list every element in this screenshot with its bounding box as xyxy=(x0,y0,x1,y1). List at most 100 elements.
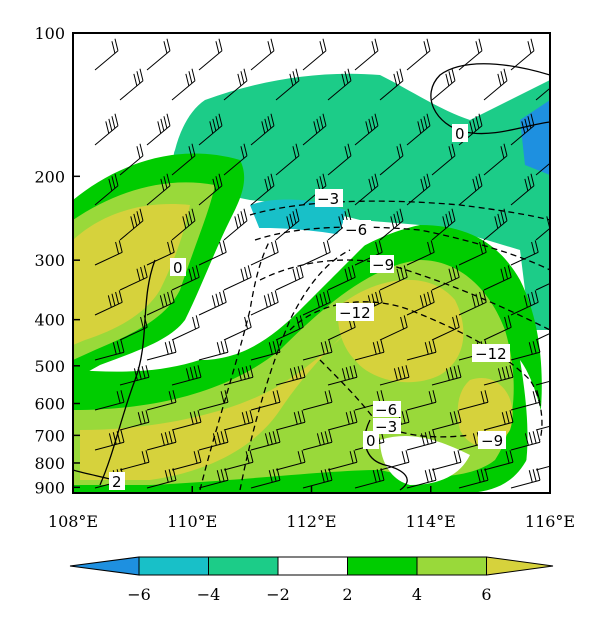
wind-barb xyxy=(223,450,254,471)
contour-neg3-lower xyxy=(199,239,271,491)
shade-lt-neg6 xyxy=(520,100,550,175)
wind-barb xyxy=(406,173,431,206)
contour-label-neg3: −3 xyxy=(317,190,339,208)
wind-barb xyxy=(171,265,200,291)
wind-barb xyxy=(275,208,300,241)
wind-barb xyxy=(379,208,404,241)
wind-barb xyxy=(223,365,254,386)
contour-label-neg3-lower: −3 xyxy=(375,418,397,436)
colorbar-seg-neg4-neg2 xyxy=(208,556,279,576)
wind-barb xyxy=(119,208,144,241)
x-tick-label: 114°E xyxy=(406,512,456,531)
wind-barb xyxy=(458,290,487,316)
wind-barb xyxy=(250,173,275,206)
wind-barb xyxy=(354,113,379,146)
wind-barb xyxy=(198,468,229,489)
colorbar-label-neg6: −6 xyxy=(127,585,151,604)
colorbar-label-neg4: −4 xyxy=(197,585,221,604)
y-tick-label: 200 xyxy=(34,167,65,186)
wind-barb xyxy=(171,68,196,101)
wind-barb xyxy=(431,208,456,241)
wind-barb xyxy=(431,143,456,176)
colorbar-seg-neg2-2 xyxy=(277,556,348,576)
wind-barb xyxy=(146,38,171,71)
colorbar-seg-4-6 xyxy=(416,556,487,576)
wind-barb xyxy=(535,162,550,176)
wind-barb xyxy=(198,173,223,206)
x-axis: 108°E 110°E 112°E 114°E 116°E xyxy=(48,486,575,531)
contour-label-neg12-a: −12 xyxy=(339,304,371,322)
wind-barb xyxy=(119,365,150,386)
wind-barb xyxy=(275,410,306,431)
wind-barb xyxy=(94,290,123,316)
wind-barb xyxy=(171,450,202,471)
wind-barb xyxy=(458,173,483,206)
wind-barb xyxy=(406,290,435,316)
wind-barb xyxy=(483,208,508,241)
wind-barb xyxy=(250,113,275,146)
wind-barb xyxy=(302,113,327,146)
wind-barb xyxy=(458,240,487,266)
wind-barb xyxy=(510,468,541,489)
wind-barb xyxy=(510,390,541,411)
wind-barb xyxy=(302,240,331,266)
wind-barb xyxy=(354,468,385,489)
y-tick-label: 300 xyxy=(34,251,65,270)
wind-barb xyxy=(302,390,333,411)
wind-barb xyxy=(250,430,281,451)
wind-barb xyxy=(119,68,144,101)
shade-white-right xyxy=(520,360,550,493)
wind-barb xyxy=(379,265,408,291)
wind-barb xyxy=(223,315,252,341)
wind-barb xyxy=(483,143,508,176)
wind-barb xyxy=(406,113,431,146)
wind-barb xyxy=(146,390,177,411)
wind-barb xyxy=(431,315,460,341)
shade-gt6-lower-a xyxy=(80,310,370,480)
wind-barb xyxy=(379,450,410,471)
y-tick-label: 900 xyxy=(34,478,65,497)
colorbar-arrow-left xyxy=(69,556,140,576)
wind-barb xyxy=(510,430,541,451)
wind-barb xyxy=(119,410,150,431)
wind-barb xyxy=(327,143,352,176)
wind-barb xyxy=(94,173,119,206)
contour-label-0-top: 0 xyxy=(455,125,465,143)
contour-neg6-lower xyxy=(239,249,351,491)
wind-barb xyxy=(119,450,150,471)
x-tick-label: 112°E xyxy=(286,512,336,531)
wind-barb xyxy=(94,38,119,71)
y-axis: 100 200 300 400 500 600 700 800 900 xyxy=(34,24,80,497)
wind-barb xyxy=(223,143,248,176)
wind-barb xyxy=(406,430,437,451)
wind-barb xyxy=(198,290,227,316)
wind-barb xyxy=(250,38,275,71)
contour-neg3 xyxy=(249,200,550,221)
x-tick-label: 108°E xyxy=(48,512,98,531)
wind-barb xyxy=(302,340,333,361)
wind-barb xyxy=(275,143,300,176)
shade-gt6-lower-c xyxy=(457,378,513,447)
wind-barb xyxy=(275,68,300,101)
wind-barb xyxy=(535,368,550,386)
wind-barb xyxy=(510,173,535,206)
contour-label-neg9-lower: −9 xyxy=(481,432,503,450)
wind-barb xyxy=(379,315,408,341)
wind-barb xyxy=(250,468,281,489)
wind-barb xyxy=(275,315,304,341)
wind-barb xyxy=(198,113,223,146)
wind-barb xyxy=(327,265,356,291)
colorbar-label-neg2: −2 xyxy=(266,585,290,604)
wind-barb xyxy=(327,68,352,101)
contour-label-2: 2 xyxy=(112,473,122,491)
wind-barb xyxy=(406,240,435,266)
contour-label-neg12-b: −12 xyxy=(475,345,507,363)
wind-barb xyxy=(146,430,177,451)
wind-barb xyxy=(535,73,550,101)
colorbar-seg-2-4 xyxy=(347,556,418,576)
wind-barb xyxy=(275,365,306,386)
wind-barb xyxy=(171,208,196,241)
x-tick-label: 116°E xyxy=(525,512,575,531)
wind-barb xyxy=(483,365,514,386)
